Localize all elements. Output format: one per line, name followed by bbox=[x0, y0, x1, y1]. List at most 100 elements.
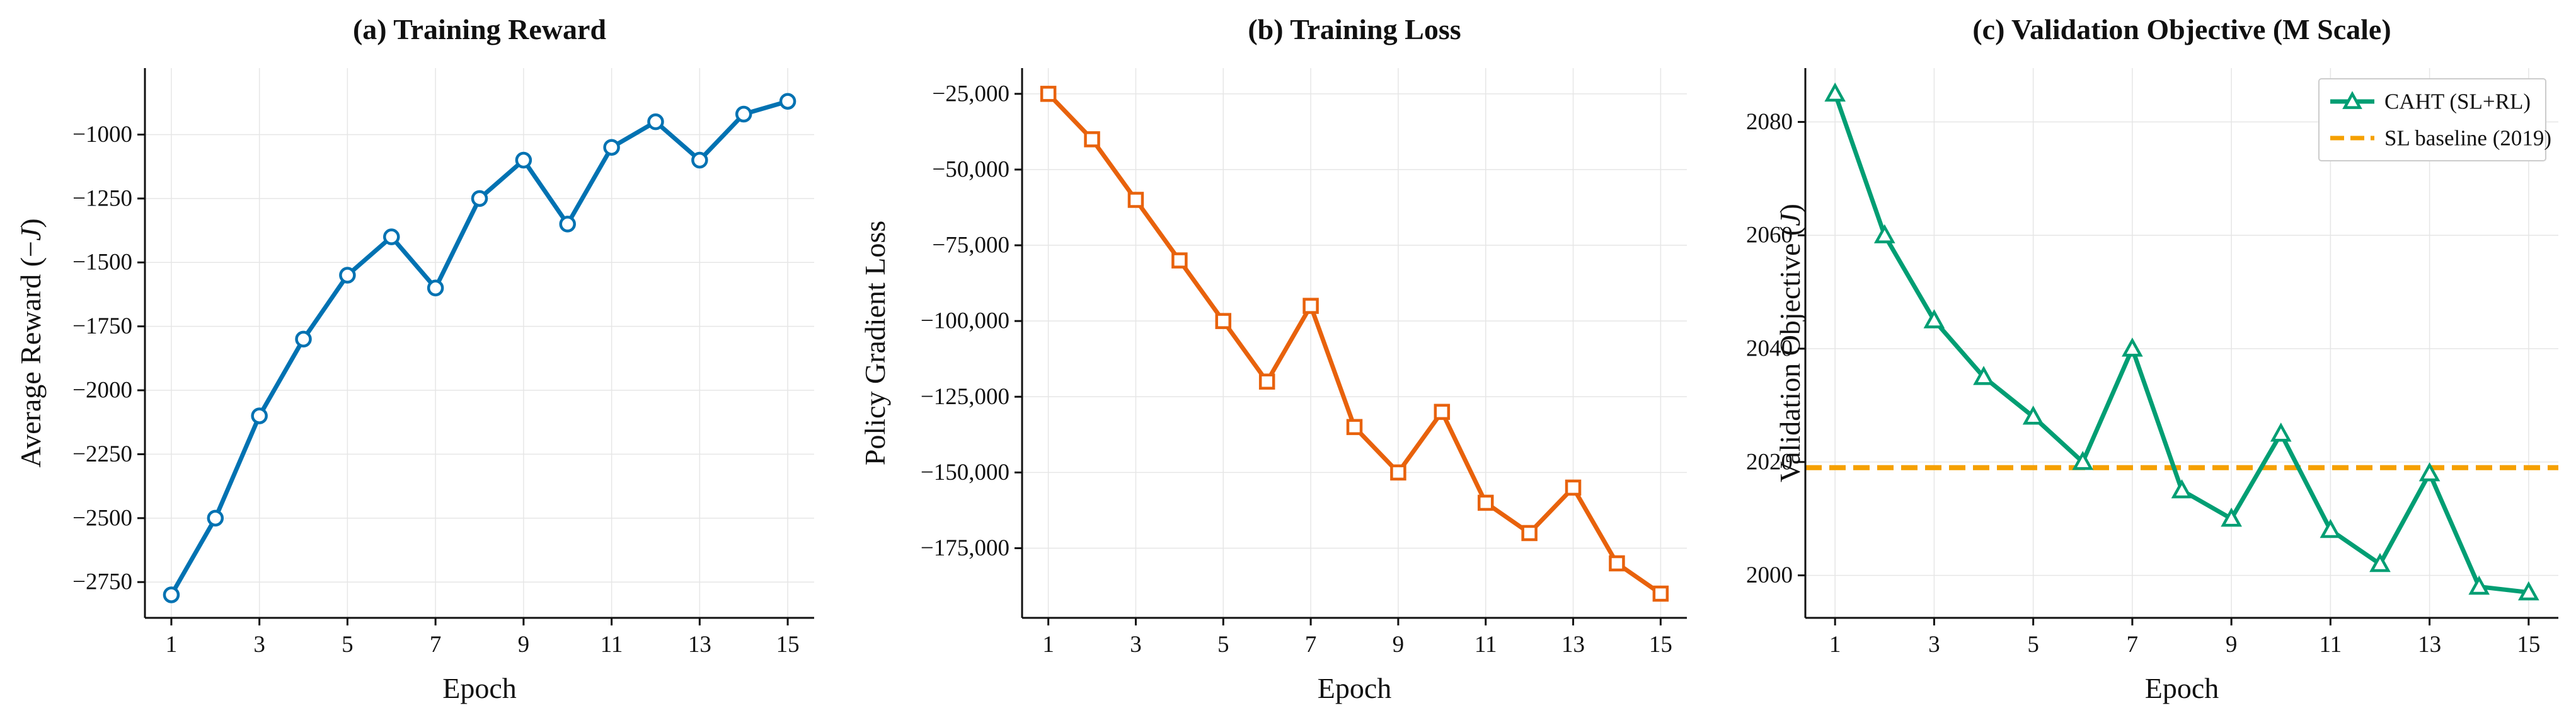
x-tick-label: 15 bbox=[1649, 632, 1672, 658]
x-tick-label: 13 bbox=[1561, 632, 1585, 658]
y-tick-label: −125,000 bbox=[921, 384, 1009, 410]
y-tick-label: −150,000 bbox=[921, 460, 1009, 485]
data-point bbox=[1973, 366, 1994, 385]
y-tick-label: −2250 bbox=[72, 441, 132, 467]
data-point bbox=[779, 93, 796, 110]
data-point bbox=[559, 216, 576, 233]
data-point bbox=[1127, 192, 1144, 208]
y-tick-label: −175,000 bbox=[921, 535, 1009, 561]
x-tick-label: 1 bbox=[1042, 632, 1054, 658]
data-point bbox=[1434, 404, 1451, 421]
data-point bbox=[2122, 337, 2143, 357]
x-tick-label: 5 bbox=[2027, 632, 2039, 658]
data-point bbox=[1215, 313, 1232, 329]
x-axis-label: Epoch bbox=[1318, 672, 1392, 704]
legend: CAHT (SL+RL) SL baseline (2019) bbox=[2318, 78, 2551, 161]
data-point bbox=[1923, 309, 1945, 328]
y-tick-label: −75,000 bbox=[932, 233, 1009, 258]
data-point bbox=[735, 105, 752, 123]
x-tick-label: 7 bbox=[430, 632, 442, 658]
y-tick-label: 2020 bbox=[1746, 449, 1793, 475]
x-tick-label: 9 bbox=[1393, 632, 1405, 658]
x-tick-label: 1 bbox=[166, 632, 178, 658]
x-tick-label: 5 bbox=[1217, 632, 1229, 658]
x-tick-label: 15 bbox=[2517, 632, 2540, 658]
legend-label: CAHT (SL+RL) bbox=[2384, 90, 2531, 114]
data-point bbox=[1171, 252, 1188, 269]
y-tick-label: 2080 bbox=[1746, 109, 1793, 135]
data-point bbox=[1609, 555, 1625, 572]
series-line bbox=[1832, 93, 2529, 595]
y-axis-label: Average Reward (−J) bbox=[14, 218, 47, 467]
chart-panel-2: −175,000 −150,000 −125,000 −100,000 −75,000 −… bbox=[859, 13, 1687, 704]
series-line bbox=[169, 99, 789, 596]
data-point bbox=[2221, 508, 2242, 527]
y-tick-label: −1750 bbox=[72, 313, 132, 339]
chart-title: (a) Training Reward bbox=[353, 13, 606, 45]
y-tick-label: −2000 bbox=[72, 378, 132, 404]
x-tick-label: 13 bbox=[2418, 632, 2441, 658]
data-point bbox=[2518, 581, 2539, 601]
data-point bbox=[1390, 464, 1406, 481]
data-point bbox=[1040, 86, 1057, 102]
data-point bbox=[251, 407, 268, 424]
y-tick-label: −100,000 bbox=[921, 308, 1009, 334]
x-tick-label: 7 bbox=[1305, 632, 1317, 658]
y-tick-label: −25,000 bbox=[932, 81, 1009, 107]
data-point bbox=[2468, 575, 2490, 595]
data-point bbox=[2022, 405, 2044, 425]
x-tick-label: 3 bbox=[1928, 632, 1940, 658]
data-point bbox=[1477, 494, 1494, 511]
y-axis-label: Policy Gradient Loss bbox=[859, 221, 891, 465]
y-tick-label: 2000 bbox=[1746, 562, 1793, 588]
data-point bbox=[2270, 422, 2292, 442]
x-tick-label: 5 bbox=[342, 632, 354, 658]
data-point bbox=[1084, 131, 1100, 148]
x-tick-label: 1 bbox=[1829, 632, 1841, 658]
y-tick-label: −2500 bbox=[72, 505, 132, 531]
chart-title: (c) Validation Objective (M Scale) bbox=[1972, 13, 2391, 45]
y-tick-label: −2750 bbox=[72, 569, 132, 595]
y-tick-label: 2060 bbox=[1746, 223, 1793, 248]
data-point bbox=[1521, 525, 1538, 542]
x-tick-label: 13 bbox=[688, 632, 711, 658]
y-tick-label: 2040 bbox=[1746, 335, 1793, 361]
legend-label: SL baseline (2019) bbox=[2384, 126, 2551, 151]
chart-title: (b) Training Loss bbox=[1248, 13, 1461, 45]
y-tick-label: −1000 bbox=[72, 122, 132, 148]
data-point bbox=[427, 279, 444, 297]
x-tick-label: 7 bbox=[2127, 632, 2139, 658]
y-tick-label: −50,000 bbox=[932, 156, 1009, 182]
x-tick-label: 9 bbox=[518, 632, 530, 658]
legend-marker bbox=[2342, 91, 2362, 109]
data-point bbox=[163, 586, 180, 603]
x-axis-label: Epoch bbox=[442, 672, 517, 704]
x-tick-label: 11 bbox=[1475, 632, 1497, 658]
series-line bbox=[1047, 92, 1662, 596]
y-axis-label: Validation Objective (J) bbox=[1774, 204, 1806, 482]
data-point bbox=[1565, 479, 1582, 496]
data-point bbox=[2072, 451, 2094, 470]
y-tick-label: −1250 bbox=[72, 185, 132, 211]
data-point bbox=[295, 330, 312, 348]
x-tick-label: 3 bbox=[253, 632, 265, 658]
data-point bbox=[383, 228, 400, 245]
data-point bbox=[1346, 419, 1363, 436]
x-tick-label: 9 bbox=[2226, 632, 2238, 658]
data-point bbox=[2418, 462, 2441, 482]
x-tick-label: 11 bbox=[2320, 632, 2342, 658]
data-point bbox=[471, 190, 488, 207]
x-tick-label: 11 bbox=[601, 632, 623, 658]
data-point bbox=[1652, 585, 1669, 602]
data-point bbox=[1824, 82, 1846, 102]
data-point bbox=[2320, 519, 2342, 538]
data-point bbox=[603, 139, 620, 156]
data-point bbox=[515, 151, 532, 169]
y-tick-label: −1500 bbox=[72, 250, 132, 276]
data-point bbox=[1302, 298, 1319, 314]
data-point bbox=[339, 267, 356, 284]
data-point bbox=[647, 113, 664, 131]
x-axis-label: Epoch bbox=[2145, 672, 2219, 704]
